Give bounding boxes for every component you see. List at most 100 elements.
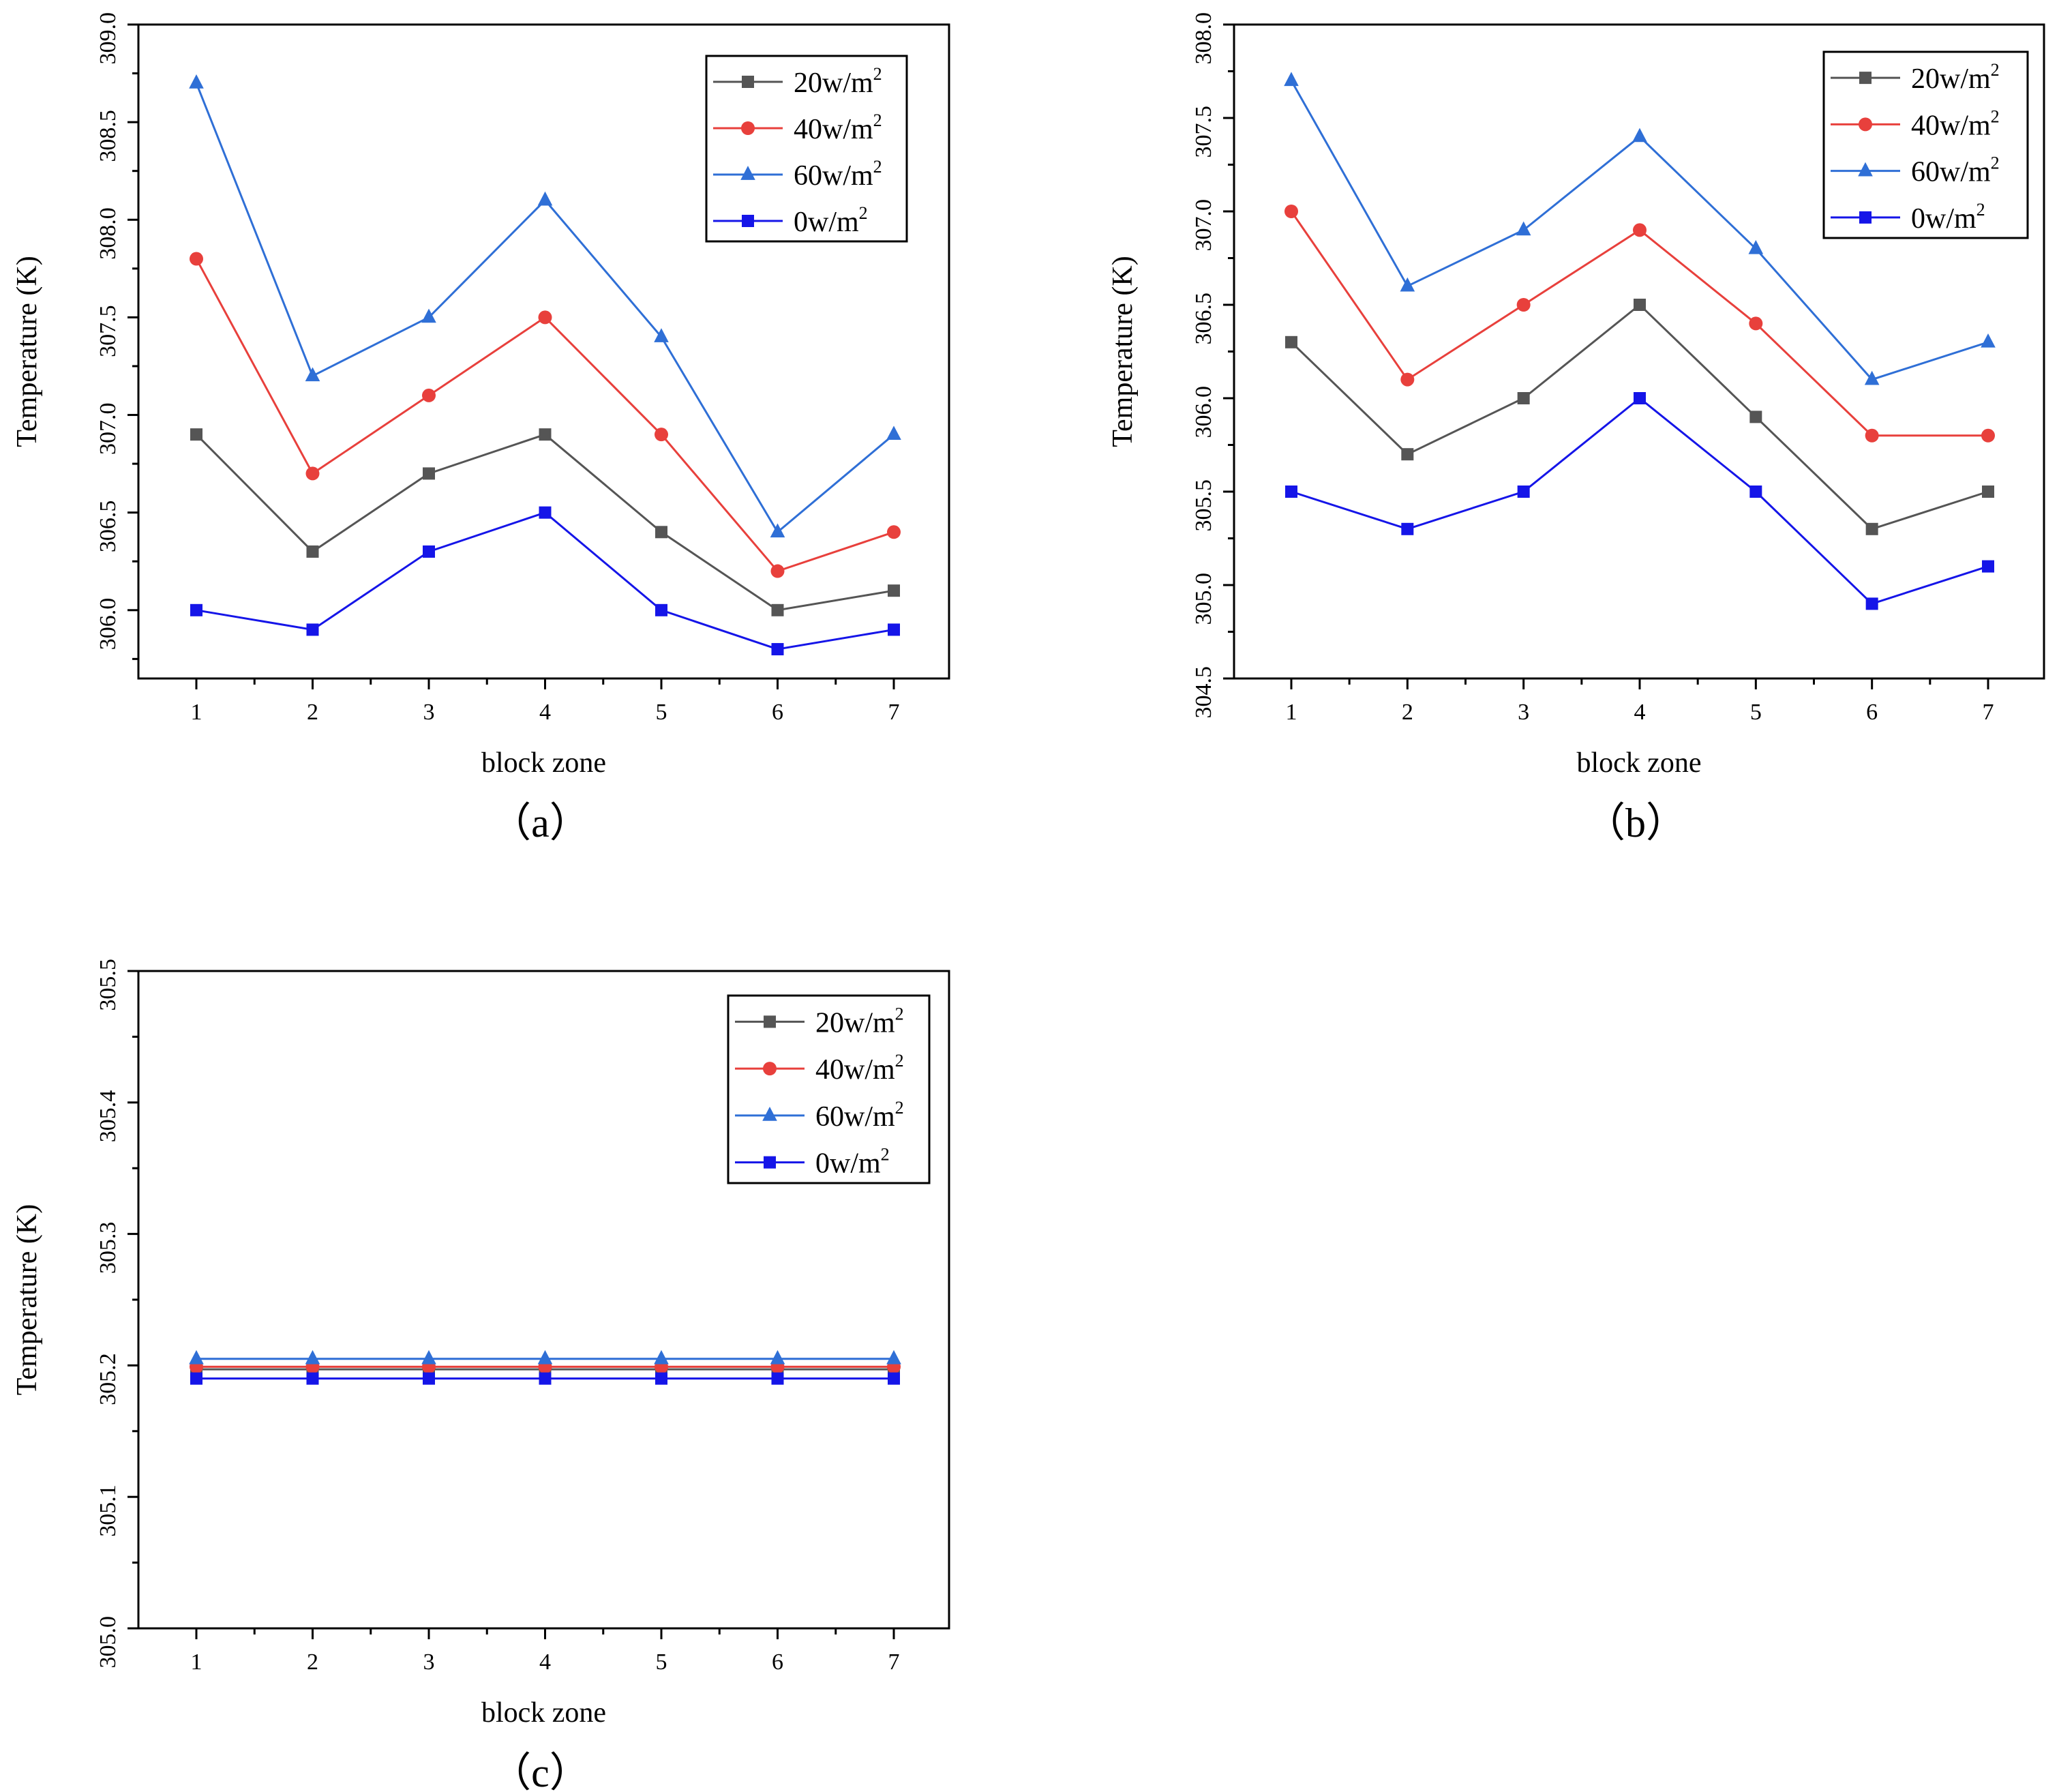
- legend-item: 20w/m2: [735, 1004, 904, 1039]
- data-point: [1401, 522, 1414, 535]
- data-point: [655, 526, 667, 539]
- legend-label: 0w/m2: [815, 1145, 890, 1180]
- legend-label: 20w/m2: [1911, 60, 2000, 95]
- legend: 20w/m2 40w/m2 60w/m2 0w/m2: [727, 994, 931, 1184]
- legend-marker: [1858, 162, 1873, 177]
- x-axis-label: block zone: [1576, 747, 1701, 779]
- x-tick-label: 3: [1518, 700, 1529, 725]
- legend-label: 40w/m2: [1911, 106, 2000, 141]
- series-60wm-2: [1284, 72, 1996, 385]
- data-point: [888, 584, 900, 597]
- data-point: [306, 545, 319, 558]
- legend-item: 0w/m2: [713, 203, 868, 238]
- data-point: [423, 545, 435, 558]
- data-point: [422, 388, 436, 402]
- data-point: [1982, 560, 1994, 573]
- legend-marker: [740, 166, 755, 180]
- legend-item: 0w/m2: [735, 1145, 890, 1180]
- legend-item: 60w/m2: [735, 1098, 904, 1133]
- legend-item: 40w/m2: [735, 1051, 904, 1086]
- legend-label: 20w/m2: [815, 1004, 904, 1039]
- y-tick-label: 307.5: [1191, 106, 1216, 158]
- series-40wm-1: [1284, 205, 1995, 443]
- data-point: [1634, 299, 1646, 311]
- series-0wm-3: [1285, 392, 1994, 610]
- legend-label: 40w/m2: [794, 110, 882, 145]
- data-point: [1516, 221, 1531, 236]
- legend: 20w/m2 40w/m2 60w/m2 0w/m2: [705, 55, 908, 243]
- data-point: [655, 603, 667, 616]
- legend-label-sup: 2: [1991, 106, 2000, 126]
- legend-label-sup: 2: [895, 1098, 904, 1118]
- x-tick-label: 7: [888, 700, 900, 725]
- legend-marker: [1859, 211, 1872, 224]
- data-point: [423, 1372, 435, 1385]
- data-point: [1634, 392, 1646, 404]
- data-point: [305, 1349, 320, 1364]
- legend-label: 20w/m2: [794, 64, 882, 99]
- data-point: [189, 74, 204, 89]
- data-point: [1865, 522, 1878, 535]
- y-axis-label: Temperature (K): [12, 1204, 43, 1395]
- data-point: [771, 643, 784, 656]
- legend-label-sup: 2: [1991, 153, 2000, 173]
- legend-marker: [764, 1156, 776, 1169]
- data-point: [306, 623, 319, 636]
- x-tick-label: 6: [772, 700, 783, 725]
- series-60wm-2: [189, 74, 901, 538]
- y-tick-label: 306.0: [1191, 386, 1216, 438]
- legend-box: [1822, 50, 2029, 239]
- legend-item: 40w/m2: [1831, 106, 2000, 141]
- data-point: [1285, 486, 1297, 498]
- data-point: [421, 308, 436, 323]
- y-tick-label: 305.5: [95, 959, 121, 1011]
- data-point: [770, 564, 785, 578]
- plot-frame: [137, 23, 950, 680]
- legend-label-sup: 2: [895, 1004, 904, 1024]
- legend-marker: [763, 1062, 777, 1076]
- x-tick-label: 1: [191, 700, 202, 725]
- series-20wm-0: [1285, 299, 1994, 535]
- legend-item: 60w/m2: [713, 157, 882, 192]
- legend-marker: [762, 1107, 777, 1121]
- y-tick-label: 305.4: [95, 1090, 121, 1143]
- x-tick-label: 5: [1750, 700, 1762, 725]
- legend-box: [727, 994, 931, 1184]
- legend-item: 60w/m2: [1831, 153, 2000, 188]
- data-point: [1748, 239, 1764, 254]
- legend-label-sup: 2: [1977, 200, 1985, 220]
- y-tick-label: 306.0: [95, 598, 121, 651]
- legend-marker: [742, 215, 754, 227]
- legend-label-sup: 2: [873, 110, 882, 130]
- series-line: [196, 511, 895, 651]
- data-point: [537, 191, 553, 206]
- chart-3: 305.0 305.1 305.2 305.3 305.4 305.5 1 2 3 4 5 6 7 blo…: [12, 959, 950, 1792]
- data-point: [654, 1349, 669, 1364]
- data-point: [888, 1372, 900, 1385]
- series-line: [195, 258, 895, 573]
- data-point: [1865, 428, 1879, 443]
- legend-marker: [1859, 117, 1872, 132]
- x-tick-label: 2: [307, 700, 318, 725]
- legend-item: 20w/m2: [713, 64, 882, 99]
- x-tick-label: 3: [423, 700, 435, 725]
- data-point: [655, 1372, 667, 1385]
- legend-label: 40w/m2: [815, 1051, 904, 1086]
- legend-label-sup: 2: [1991, 60, 2000, 80]
- data-point: [1401, 448, 1414, 461]
- chart-1: 306.0 306.5 307.0 307.5 308.0 308.5 309.0 1 2 3 4 5…: [12, 12, 950, 846]
- chart-2: 304.5 305.0 305.5 306.0 306.5 307.0 307.5 308.0…: [1107, 12, 2045, 846]
- y-tick-label: 305.3: [95, 1222, 121, 1274]
- data-point: [888, 623, 900, 636]
- legend-item: 0w/m2: [1831, 200, 1985, 235]
- panel-label: （a）: [490, 801, 590, 846]
- x-tick-label: 1: [1286, 700, 1297, 725]
- y-axis-label: Temperature (K): [12, 256, 43, 447]
- legend-label: 60w/m2: [815, 1098, 904, 1133]
- legend-marker: [741, 121, 755, 135]
- data-point: [887, 525, 901, 539]
- legend-box: [705, 55, 908, 243]
- data-point: [190, 1372, 202, 1385]
- data-point: [771, 603, 784, 616]
- y-tick-label: 308.0: [95, 207, 121, 260]
